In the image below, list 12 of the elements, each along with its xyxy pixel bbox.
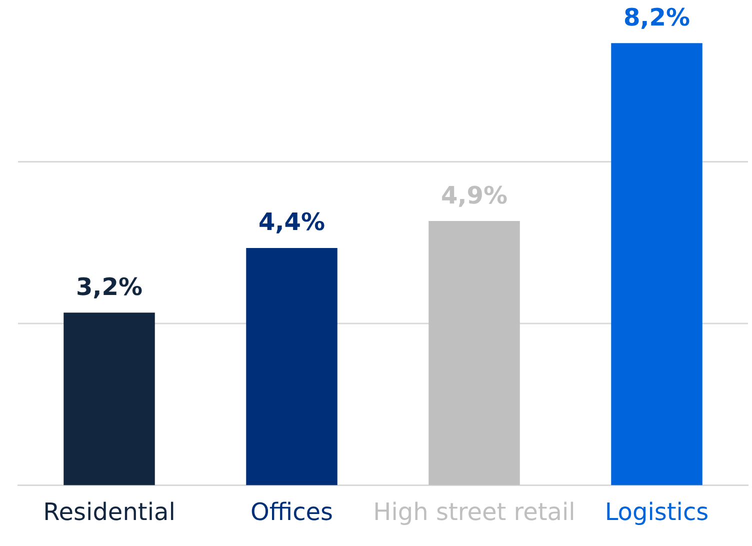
x-tick-label: High street retail xyxy=(373,498,576,526)
data-label: 8,2% xyxy=(623,3,690,32)
bar xyxy=(428,221,520,486)
bar xyxy=(64,312,155,486)
data-label: 3,2% xyxy=(76,272,143,301)
x-tick-label: Offices xyxy=(250,498,334,526)
data-label: 4,9% xyxy=(440,181,508,210)
x-tick-label: Logistics xyxy=(604,498,709,526)
data-label: 4,4% xyxy=(258,208,326,236)
bar xyxy=(246,248,338,486)
bar xyxy=(611,43,702,486)
x-tick-label: Residential xyxy=(43,498,176,526)
